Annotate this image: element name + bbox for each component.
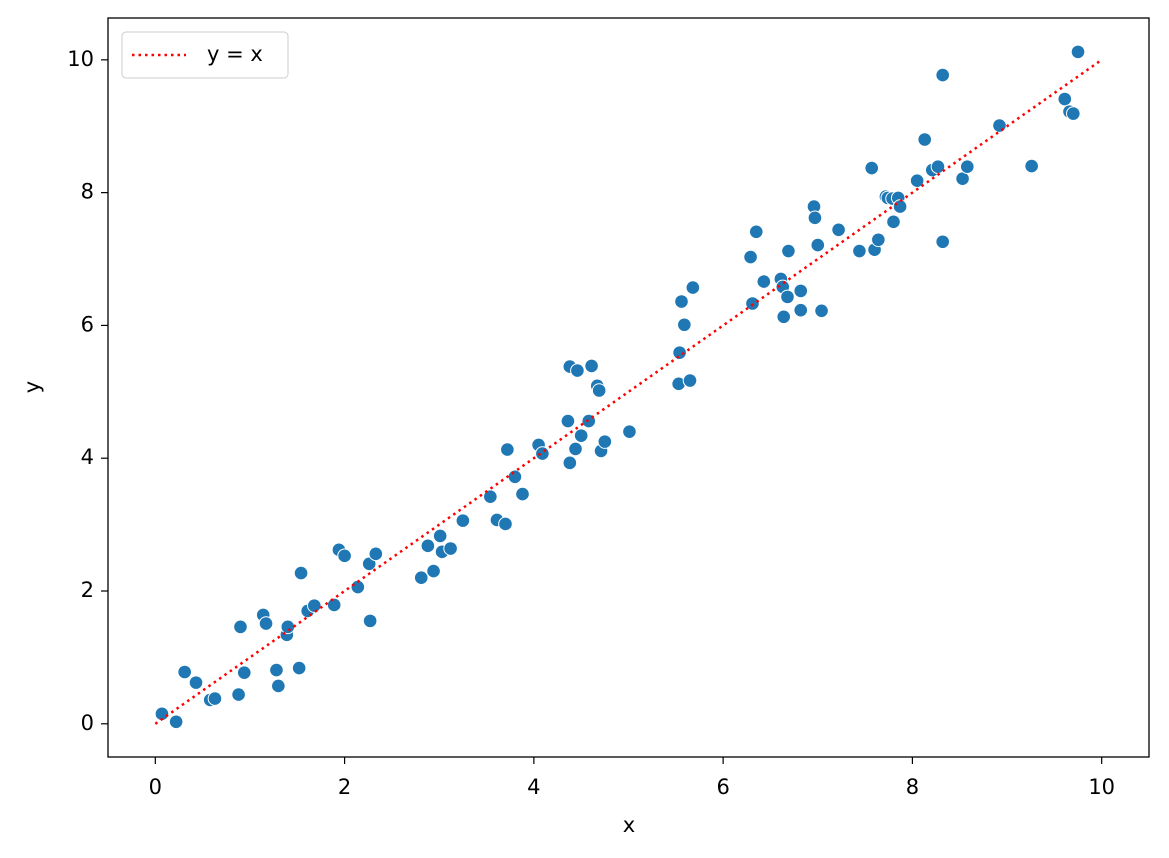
x-tick-label: 8 (906, 775, 919, 799)
point (807, 210, 823, 226)
point (507, 469, 523, 485)
point (443, 541, 458, 556)
point (291, 660, 307, 676)
point (368, 546, 384, 562)
point (231, 687, 246, 702)
point (959, 159, 975, 175)
point (413, 570, 429, 586)
point (622, 424, 637, 439)
point (1057, 91, 1073, 107)
x-tick-label: 10 (1088, 775, 1115, 799)
y-tick-label: 4 (81, 445, 94, 469)
point (909, 173, 925, 188)
point (269, 662, 284, 678)
point (455, 513, 471, 528)
point (568, 441, 583, 457)
x-tick-label: 6 (716, 775, 729, 799)
plot-frame (107, 17, 1150, 758)
point (886, 214, 901, 230)
point (258, 616, 274, 631)
point (236, 665, 252, 680)
point (188, 675, 204, 690)
point (672, 345, 687, 360)
point (591, 383, 607, 398)
legend-box (121, 31, 289, 79)
point (892, 199, 908, 214)
point (426, 563, 441, 579)
point (361, 556, 377, 572)
point (756, 274, 772, 289)
point (483, 489, 498, 505)
point (864, 160, 880, 176)
y-tick-label: 8 (81, 180, 94, 204)
point (337, 548, 352, 564)
point (584, 358, 599, 374)
point (1024, 158, 1039, 174)
point (1065, 106, 1081, 121)
point (420, 538, 436, 554)
point (793, 283, 809, 299)
point (992, 118, 1007, 133)
point (535, 446, 550, 461)
plot-area (154, 44, 1103, 730)
x-tick-label: 0 (149, 775, 162, 799)
point (280, 619, 296, 635)
point (432, 528, 448, 544)
point (776, 309, 792, 325)
y-tick-label: 6 (81, 312, 94, 336)
point (597, 434, 613, 449)
point (293, 565, 309, 581)
point (326, 597, 342, 613)
point (793, 302, 809, 318)
x-tick-label: 4 (527, 775, 540, 799)
point (780, 289, 795, 305)
point (674, 294, 689, 309)
point (871, 232, 886, 248)
point (500, 442, 515, 457)
line (154, 58, 1103, 725)
point (233, 619, 248, 635)
point (917, 132, 933, 147)
point (362, 613, 378, 629)
point (573, 428, 589, 443)
point (168, 714, 184, 730)
point (781, 243, 796, 259)
point (570, 363, 585, 378)
point (560, 413, 576, 429)
point (743, 249, 758, 265)
point (515, 486, 530, 502)
point (682, 373, 698, 388)
point (935, 234, 950, 250)
y-tick-label: 0 (81, 711, 94, 735)
point (677, 317, 692, 333)
point (852, 243, 867, 259)
point (207, 691, 223, 706)
point (1070, 44, 1086, 60)
point (831, 222, 846, 238)
legend-label: y = x (207, 42, 263, 66)
x-axis-label: x (623, 813, 635, 837)
point (271, 678, 286, 694)
y-tick-label: 10 (67, 47, 94, 71)
y-axis-label: y (20, 381, 44, 393)
point (307, 598, 322, 613)
point (935, 67, 950, 83)
point (810, 237, 826, 253)
x-tick-label: 2 (338, 775, 351, 799)
point (930, 159, 946, 175)
point (748, 224, 764, 240)
point (685, 280, 701, 295)
y-tick-label: 2 (81, 578, 94, 602)
point (177, 664, 192, 680)
point (814, 303, 829, 319)
point (562, 455, 578, 471)
point (498, 516, 513, 532)
